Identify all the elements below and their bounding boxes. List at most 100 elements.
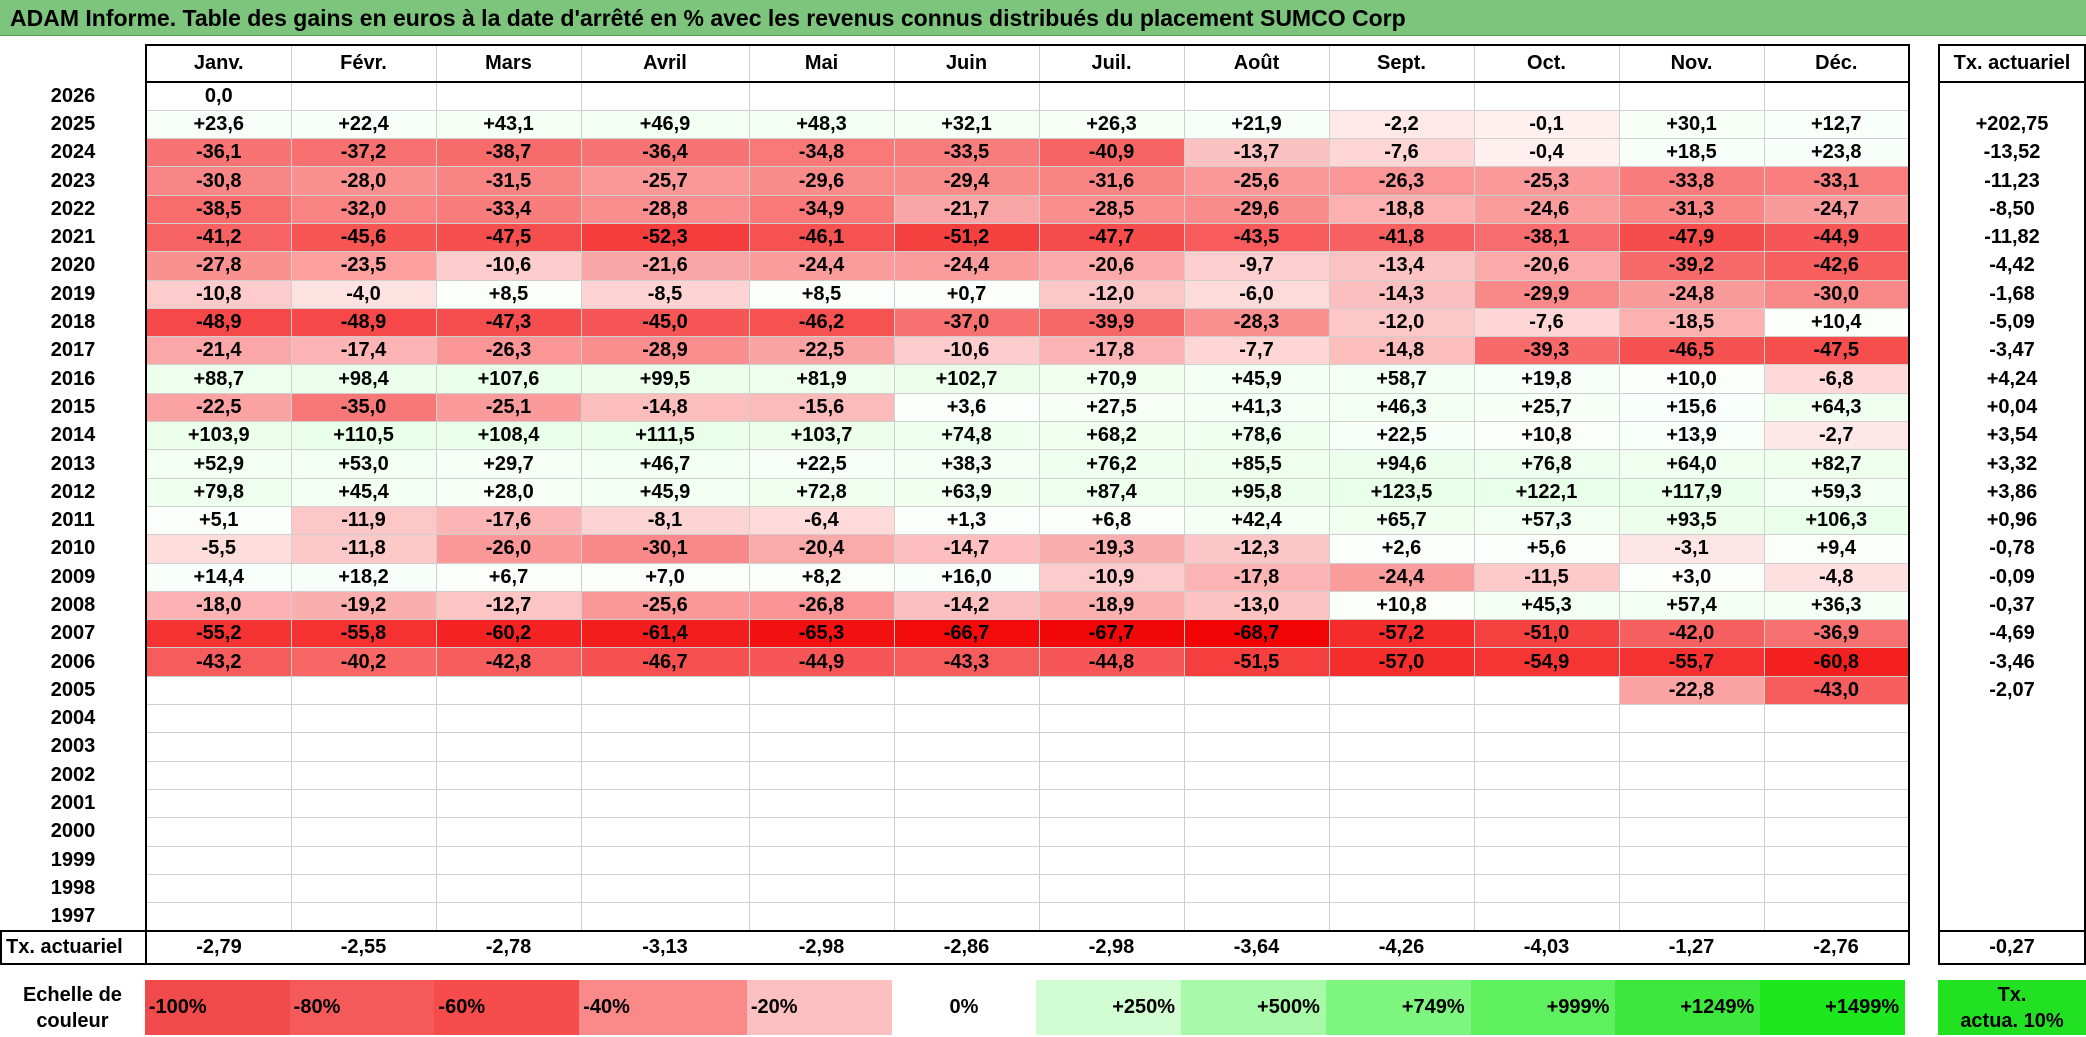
table-row: 2023 -30,8 -28,0 -31,5 -25,7 -29,6 -29,4 -31,6-… [1,166,1910,196]
gain-cell: -41,8 [1328,222,1475,253]
gain-cell: +45,9 [1183,364,1330,394]
month-header: Févr. [290,44,437,83]
gain-cell [1038,817,1185,847]
gain-cell [1183,760,1330,790]
gain-cell: +63,9 [893,477,1040,507]
year-label: 2019 [1,280,147,309]
legend-actuarial-line1: Tx. [1997,983,2027,1006]
side-row: +202,75 [1938,110,2086,139]
gain-cell [435,817,582,847]
gain-cell: +76,2 [1038,449,1185,479]
actuarial-cell: -8,50 [1938,195,2086,224]
year-label: 2008 [1,591,147,620]
side-row: -2,07 [1938,676,2086,705]
table-row: 1998 [1,873,1910,904]
gain-cell: +14,4 [145,562,292,592]
side-footer-row: -0,27 [1938,929,2086,965]
gain-cell [145,845,292,875]
gain-cell: -55,7 [1618,647,1765,677]
gain-cell: -46,7 [580,647,750,677]
footer-rate: -2,55 [291,929,436,965]
gain-cell: -41,2 [145,222,292,253]
gain-cell: -13,7 [1183,138,1330,168]
gain-cell: +78,6 [1183,421,1330,451]
gain-cell [1183,81,1330,111]
footer-rate: -1,27 [1619,929,1764,965]
gain-cell: -14,7 [893,534,1040,564]
gain-cell: -25,3 [1473,166,1620,196]
gain-cell: +10,8 [1473,421,1620,451]
gain-cell: -17,8 [1183,562,1330,592]
gain-cell: +65,7 [1328,505,1475,536]
gain-cell: -35,0 [290,392,437,423]
gain-cell: -29,4 [893,166,1040,196]
gain-cell: -44,8 [1038,647,1185,677]
gain-cell [893,845,1040,875]
gain-cell [748,81,895,111]
actuarial-cell: +3,86 [1938,478,2086,507]
gain-cell: -57,0 [1328,647,1475,677]
gain-cell: -47,5 [1763,336,1910,366]
gain-cell: -48,9 [290,307,437,338]
side-row: -8,50 [1938,195,2086,224]
side-row [1938,761,2086,790]
gain-cell [748,675,895,706]
gain-cell: -51,2 [893,222,1040,253]
gain-cell: +13,9 [1618,421,1765,451]
gain-cell: +30,1 [1618,109,1765,140]
month-header: Mars [435,44,582,83]
gain-cell: -31,6 [1038,166,1185,196]
gain-cell: -10,6 [893,336,1040,366]
gain-cell: -44,9 [1763,222,1910,253]
gain-cell [1183,873,1330,904]
gain-cell [435,902,582,932]
actuarial-cell: -0,37 [1938,591,2086,620]
gain-cell [435,873,582,904]
table-row: 2002 [1,760,1910,790]
table-row: 2000 [1,817,1910,847]
gain-cell: -12,3 [1183,534,1330,564]
table-row: 2003 [1,732,1910,762]
gain-cell: +70,9 [1038,364,1185,394]
legend-swatch: -40% [579,980,747,1035]
gain-cell: -26,3 [435,336,582,366]
table-row: 2024 -36,1 -37,2 -38,7 -36,4 -34,8 -33,5 -40,9-… [1,138,1910,168]
gain-cell: -21,4 [145,336,292,366]
footer-rate: -4,26 [1329,929,1474,965]
gain-cell [435,788,582,819]
gain-cell: -29,6 [748,166,895,196]
year-label: 2005 [1,676,147,705]
year-label: 2024 [1,138,147,167]
gain-cell: -25,1 [435,392,582,423]
gain-cell: -4,0 [290,279,437,309]
gain-cell: -22,8 [1618,675,1765,706]
month-header: Mai [748,44,895,83]
gain-cell: +18,5 [1618,138,1765,168]
gain-cell: -33,5 [893,138,1040,168]
gain-cell: -61,4 [580,619,750,649]
side-row [1938,902,2086,932]
gain-cell [1328,845,1475,875]
gain-cell [893,817,1040,847]
table-row: 2020 -27,8 -23,5 -10,6 -21,6 -24,4 -24,4 -20,6-… [1,251,1910,281]
gain-cell: +48,3 [748,109,895,140]
gain-cell: +38,3 [893,449,1040,479]
gain-cell: -33,8 [1618,166,1765,196]
table-row: 2018 -48,9 -48,9 -47,3 -45,0 -46,2 -37,0 -39,9-… [1,307,1910,338]
gain-cell: +93,5 [1618,505,1765,536]
side-row: -0,37 [1938,591,2086,620]
gain-cell: +10,0 [1618,364,1765,394]
gain-cell: +98,4 [290,364,437,394]
gain-cell [145,873,292,904]
gain-cell: -38,1 [1473,222,1620,253]
footer-rate: -2,98 [749,929,894,965]
gain-cell: +23,6 [145,109,292,140]
side-row: +0,04 [1938,393,2086,422]
gain-cell: -52,3 [580,222,750,253]
footer-rate: -2,79 [146,929,291,965]
side-row [1938,874,2086,903]
year-label: 1997 [1,902,147,931]
actuarial-cell [1938,82,2086,111]
side-row: -0,78 [1938,534,2086,564]
gain-cell: -11,9 [290,505,437,536]
